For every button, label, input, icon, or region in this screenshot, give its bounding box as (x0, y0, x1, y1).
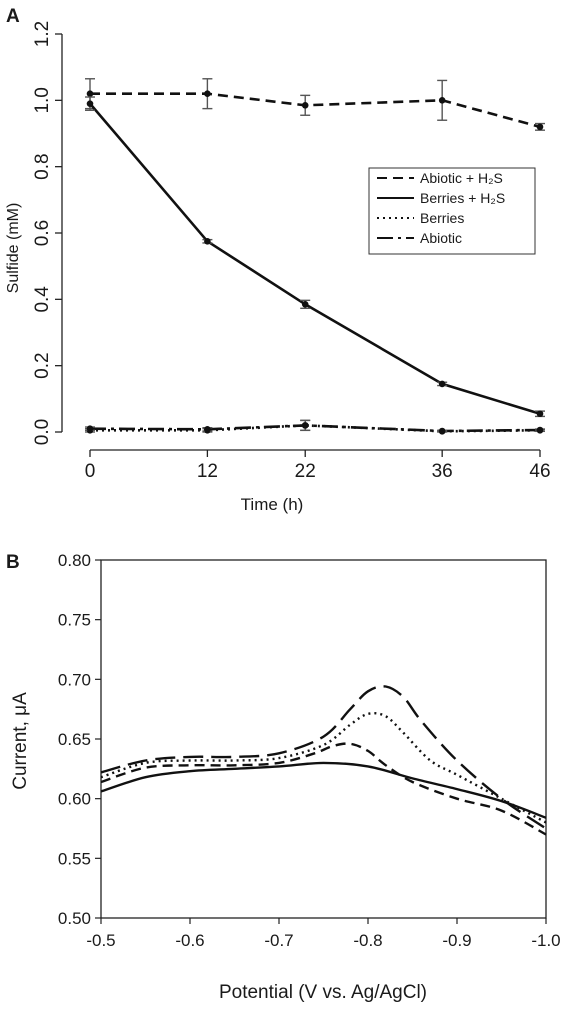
panel-a-series-3 (85, 419, 545, 435)
panel-a-data-point (438, 427, 446, 435)
panel-b-x-tick-label: -0.7 (264, 931, 293, 950)
panel-a-series-2 (85, 96, 545, 418)
panel-a-series-line (90, 92, 541, 129)
panel-b-y-tick-label: 0.65 (58, 730, 91, 749)
panel-a-x-tick-label: 36 (432, 461, 453, 482)
panel-a-data-point (86, 100, 94, 107)
panel-b-x-tick-label: -0.5 (86, 931, 115, 950)
panel-b-axes: 0.50 0.55 0.60 0.65 0.70 0.75 0.80 -0.5 -0.6 -0.7… (58, 551, 561, 950)
panel-a-data-point (301, 422, 309, 429)
panel-b-y-tick-label: 0.55 (58, 849, 91, 868)
panel-a-data-point (204, 237, 211, 245)
panel-a-x-tick-label: 22 (295, 461, 316, 482)
panel-a-y-tick-label: 0.8 (32, 153, 53, 179)
panel-a-data-point (536, 410, 544, 418)
panel-b-series-line-4 (100, 761, 547, 819)
panel-a: A Sulfide (mM) Time (h) 0.0 0.2 0.4 0.6 0.8 1… (5, 6, 551, 514)
panel-a-x-tick-label: 46 (529, 461, 550, 482)
panel-a-x-tick-label: 12 (197, 461, 218, 482)
panel-b-y-tick-label: 0.75 (58, 611, 91, 630)
panel-a-legend-label: Abiotic + H₂S (420, 170, 503, 186)
panel-a-data-point (536, 426, 544, 434)
panel-a-y-tick-label: 1.2 (32, 21, 53, 47)
panel-b-series-line-1 (100, 685, 547, 830)
panel-a-x-axis-label: Time (h) (241, 495, 304, 514)
panel-a-legend: Abiotic + H₂S Berries + H₂S Berries Abiotic (368, 167, 536, 255)
panel-b-letter: B (6, 552, 20, 573)
panel-b-plot-frame (100, 559, 547, 919)
panel-a-y-tick-label: 1.0 (32, 87, 53, 113)
panel-a-series (85, 78, 545, 435)
panel-a-data-point (301, 301, 309, 308)
panel-a-data-point (86, 90, 94, 97)
panel-b-y-tick-label: 0.80 (58, 551, 91, 570)
panel-a-series-1 (85, 78, 545, 131)
panel-b: B Current, μA Potential (V vs. Ag/AgCl) … (6, 551, 561, 1003)
panel-b-series (100, 685, 547, 836)
panel-b-x-axis-label: Potential (V vs. Ag/AgCl) (219, 982, 427, 1003)
panel-b-y-axis-label: Current, μA (10, 692, 31, 790)
panel-a-series-4 (85, 419, 545, 435)
panel-b-series-line-3 (100, 742, 547, 836)
panel-a-y-tick-label: 0.0 (32, 419, 53, 445)
panel-b-x-tick-label: -0.9 (442, 931, 471, 950)
panel-a-y-tick-label: 0.6 (32, 220, 53, 246)
panel-a-series-line (89, 424, 541, 433)
panel-a-letter: A (6, 6, 20, 27)
panel-a-y-tick-label: 0.2 (32, 352, 53, 378)
panel-a-data-point (536, 123, 544, 131)
panel-a-y-axis-label: Sulfide (mM) (5, 203, 22, 294)
panel-a-data-point (438, 380, 446, 388)
panel-b-y-tick-label: 0.50 (58, 909, 91, 928)
panel-a-data-point (204, 90, 211, 97)
panel-b-x-tick-label: -0.6 (175, 931, 204, 950)
panel-b-x-tick-label: -1.0 (531, 931, 560, 950)
panel-b-y-tick-label: 0.70 (58, 670, 91, 689)
panel-a-data-point (86, 425, 94, 432)
panel-b-series-line-2 (100, 712, 547, 824)
panel-a-legend-label: Berries + H₂S (420, 190, 505, 206)
panel-b-x-tick-label: -0.8 (353, 931, 382, 950)
panel-a-series-line (89, 102, 541, 416)
panel-a-legend-box (368, 167, 536, 255)
panel-a-data-point (204, 426, 211, 433)
panel-a-axes: 0.0 0.2 0.4 0.6 0.8 1.0 1.2 0 12 22 36 46 (32, 21, 551, 482)
panel-a-data-point (301, 102, 309, 109)
panel-a-data-point (438, 97, 446, 104)
panel-a-y-tick-label: 0.4 (32, 286, 53, 313)
panel-a-legend-label: Abiotic (420, 230, 462, 246)
panel-a-legend-label: Berries (420, 210, 464, 226)
panel-b-y-tick-label: 0.60 (58, 790, 91, 809)
panel-a-x-tick-label: 0 (85, 461, 96, 482)
